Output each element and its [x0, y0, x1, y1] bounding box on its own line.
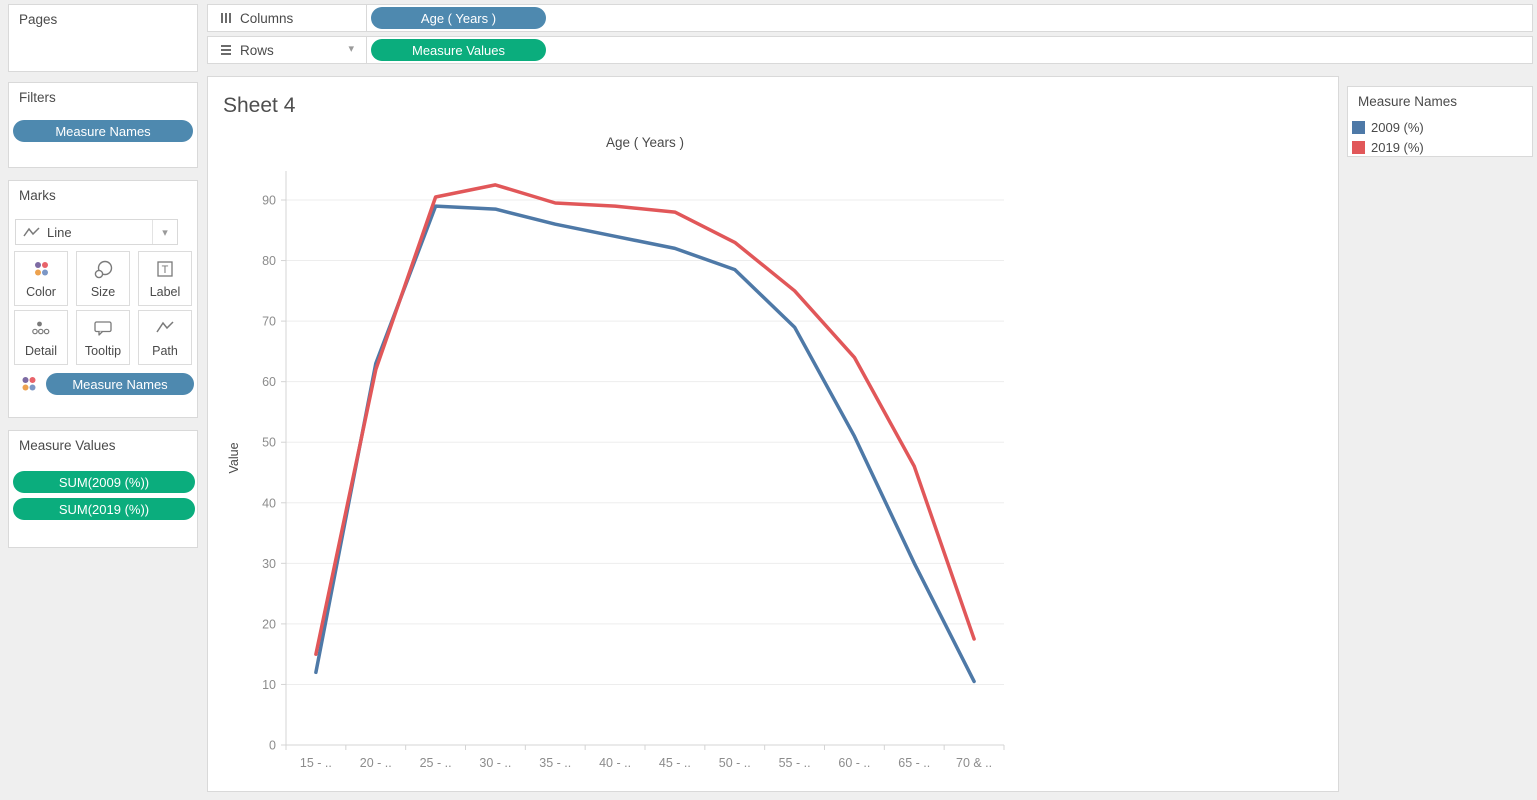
filters-title: Filters [19, 90, 56, 105]
columns-icon [221, 13, 231, 23]
label-button-label: Label [149, 285, 181, 299]
detail-button[interactable]: Detail [14, 310, 68, 365]
columns-shelf[interactable]: Columns Age ( Years ) [207, 4, 1533, 32]
detail-button-label: Detail [25, 344, 57, 358]
path-button[interactable]: Path [138, 310, 192, 365]
detail-icon [15, 319, 67, 337]
pill-measure-names-filter[interactable]: Measure Names [13, 120, 193, 142]
legend-label-2019: 2019 (%) [1371, 139, 1424, 155]
filters-shelf[interactable]: Filters Measure Names [8, 82, 198, 168]
color-button-label: Color [26, 285, 56, 299]
rows-shelf-label: Rows ▾ [208, 37, 367, 63]
measure-names-legend: Measure Names 2009 (%) 2019 (%) [1347, 86, 1533, 157]
y-tick-label: 50 [262, 436, 276, 450]
pages-title: Pages [19, 12, 58, 27]
pill-measure-values-rows[interactable]: Measure Values [371, 39, 546, 61]
columns-shelf-label: Columns [208, 5, 367, 31]
rows-shelf[interactable]: Rows ▾ Measure Values [207, 36, 1533, 64]
mark-type-dropdown[interactable]: Line ▾ [15, 219, 178, 245]
tooltip-button[interactable]: Tooltip [76, 310, 130, 365]
path-button-label: Path [152, 344, 178, 358]
label-icon: T [139, 260, 191, 278]
rows-icon [221, 45, 231, 55]
svg-text:T: T [162, 264, 169, 276]
x-axis-title: Age ( Years ) [606, 135, 684, 150]
x-tick-label: 50 - .. [719, 756, 751, 770]
size-button-label: Size [90, 285, 116, 299]
sheet-canvas: Sheet 4 0 10 20 30 40 50 60 70 80 90 15 - .. 20 - .… [207, 76, 1339, 792]
x-tick-label: 20 - .. [360, 756, 392, 770]
y-tick-label: 10 [262, 678, 276, 692]
y-tick-label: 0 [269, 739, 276, 753]
x-tick-label: 15 - .. [300, 756, 332, 770]
x-tick-label: 30 - .. [479, 756, 511, 770]
pill-age-years[interactable]: Age ( Years ) [371, 7, 546, 29]
x-tick-label: 35 - .. [539, 756, 571, 770]
measure-values-card: Measure Values SUM(2009 (%)) SUM(2019 (%… [8, 430, 198, 548]
color-legend-dots-icon [22, 377, 36, 391]
rows-shelf-text: Rows [240, 42, 274, 58]
y-tick-label: 30 [262, 557, 276, 571]
x-tick-label: 45 - .. [659, 756, 691, 770]
y-axis-title: Value [227, 442, 241, 473]
x-tick-label: 65 - .. [898, 756, 930, 770]
y-tick-label: 70 [262, 315, 276, 329]
series-line-2019[interactable] [314, 183, 976, 656]
legend-label-2009: 2009 (%) [1371, 119, 1424, 135]
size-icon [77, 260, 129, 280]
path-icon [139, 319, 191, 335]
columns-shelf-text: Columns [240, 10, 294, 26]
legend-swatch-2009 [1352, 120, 1365, 134]
x-tick-label: 55 - .. [779, 756, 811, 770]
y-tick-label: 60 [262, 375, 276, 389]
x-tick-label: 60 - .. [838, 756, 870, 770]
pages-shelf[interactable]: Pages [8, 4, 198, 72]
pill-sum-2019[interactable]: SUM(2019 (%)) [13, 498, 195, 520]
x-tick-label: 40 - .. [599, 756, 631, 770]
pill-sum-2009[interactable]: SUM(2009 (%)) [13, 471, 195, 493]
x-tick-label: 25 - .. [420, 756, 452, 770]
marks-card: Marks Line ▾ Color [8, 180, 198, 418]
legend-swatch-2019 [1352, 140, 1365, 154]
line-chart[interactable]: 0 10 20 30 40 50 60 70 80 90 15 - .. 20 - .. 25 - ..… [208, 77, 1338, 791]
rows-dropdown-caret-icon[interactable]: ▾ [348, 43, 354, 55]
tooltip-button-label: Tooltip [84, 344, 122, 358]
legend-item-2019[interactable]: 2019 (%) [1352, 138, 1424, 156]
measure-values-title: Measure Values [19, 438, 116, 453]
tooltip-icon [77, 319, 129, 337]
color-icon [15, 260, 67, 278]
legend-title: Measure Names [1358, 94, 1458, 109]
label-button[interactable]: T Label [138, 251, 192, 306]
line-mark-icon [23, 227, 40, 237]
y-tick-label: 40 [262, 496, 276, 510]
y-tick-label: 80 [262, 254, 276, 268]
mark-type-caret-icon[interactable]: ▾ [152, 220, 177, 244]
color-button[interactable]: Color [14, 251, 68, 306]
mark-type-label: Line [47, 224, 72, 240]
marks-title: Marks [19, 188, 56, 203]
sheet-title: Sheet 4 [223, 94, 296, 117]
series-line-2009[interactable] [314, 204, 976, 684]
x-tick-label: 70 & .. [956, 756, 992, 770]
pill-measure-names-marks[interactable]: Measure Names [46, 373, 194, 395]
y-tick-label: 90 [262, 194, 276, 208]
y-tick-label: 20 [262, 617, 276, 631]
size-button[interactable]: Size [76, 251, 130, 306]
legend-item-2009[interactable]: 2009 (%) [1352, 118, 1424, 136]
